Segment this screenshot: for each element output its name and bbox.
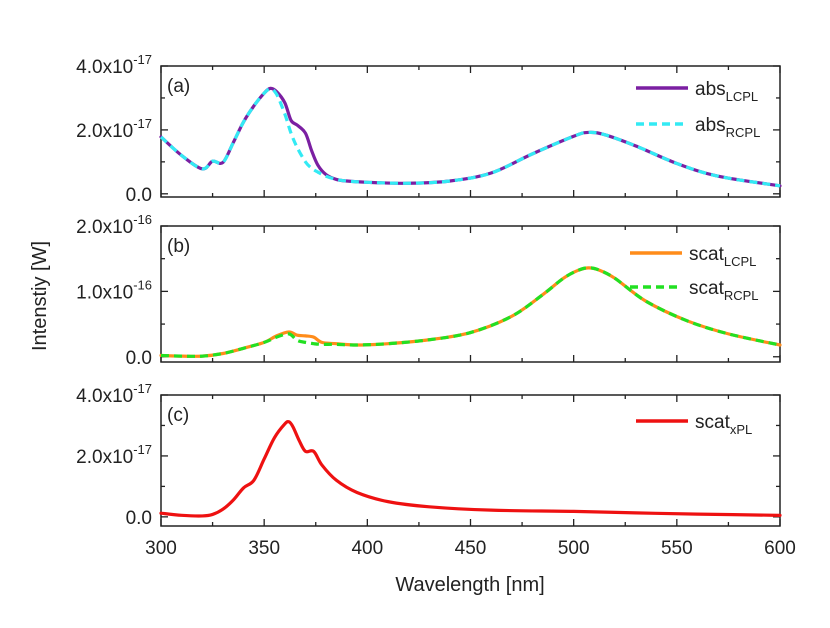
- legend-label-abs-lcpl: absLCPL: [695, 79, 758, 104]
- y-tick-label-b-2: 2.0x10-16: [76, 212, 152, 238]
- panel-label-b: (b): [167, 236, 190, 257]
- legend-c: scatxPL: [636, 412, 752, 437]
- legend-label-scat-rcpl: scatRCPL: [689, 278, 759, 303]
- legend-label-abs-rcpl: absRCPL: [695, 115, 760, 140]
- legend-a: absLCPL absRCPL: [636, 79, 760, 140]
- x-tick-label-350: 350: [248, 538, 280, 559]
- panel-frame-b: [160, 225, 781, 363]
- series-line-abs-rcpl: [159, 87, 781, 188]
- series-line-abs-lcpl: [159, 86, 782, 188]
- y-tick-label-c-2: 4.0x10-17: [76, 381, 152, 407]
- y-tick-label-b-1: 1.0x10-16: [76, 277, 152, 303]
- y-tick-label-a-1: 2.0x10-17: [76, 116, 152, 142]
- labels-layer: 0.0 2.0x10-17 4.0x10-17 0.0 1.0x10-16 2.0x10-…: [76, 52, 796, 559]
- y-tick-label-c-0: 0.0: [126, 508, 152, 529]
- series-line-scat-rcpl: [160, 266, 781, 358]
- panel-frame-c: [160, 394, 781, 527]
- y-axis-title: Intenstiy [W]: [29, 241, 51, 351]
- curves-layer: [159, 86, 782, 518]
- y-tick-label-c-1: 2.0x10-17: [76, 442, 152, 468]
- x-tick-label-400: 400: [351, 538, 383, 559]
- x-tick-label-600: 600: [764, 538, 796, 559]
- x-tick-label-550: 550: [661, 538, 693, 559]
- y-tick-label-a-0: 0.0: [126, 185, 152, 206]
- legend-label-scat-lcpl: scatLCPL: [689, 244, 756, 269]
- x-tick-label-500: 500: [558, 538, 590, 559]
- y-tick-label-a-2: 4.0x10-17: [76, 52, 152, 78]
- x-axis-title: Wavelength [nm]: [395, 574, 544, 596]
- x-tick-label-300: 300: [145, 538, 177, 559]
- panel-label-c: (c): [167, 405, 189, 426]
- panel-label-a: (a): [167, 76, 190, 97]
- ticks-layer: [160, 65, 781, 526]
- series-line-scat-xpl: [159, 419, 782, 518]
- y-tick-label-b-0: 0.0: [126, 348, 152, 369]
- x-tick-label-450: 450: [455, 538, 487, 559]
- legend-label-scat-xpl: scatxPL: [695, 412, 752, 437]
- series-line-scat-lcpl: [159, 266, 782, 358]
- legend-b: scatLCPL scatRCPL: [630, 244, 759, 303]
